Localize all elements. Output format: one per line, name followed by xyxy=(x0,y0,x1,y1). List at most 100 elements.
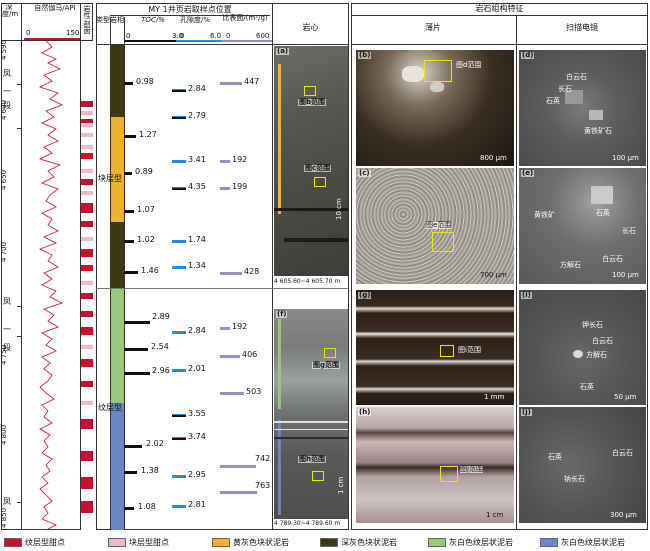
sem-i-label-dolomite: 白云石 xyxy=(592,337,613,345)
clay-bar xyxy=(220,327,230,330)
panel-label-f: (f) xyxy=(276,310,288,318)
clay-value: 406 xyxy=(242,350,258,359)
porosity-value: 2.84 xyxy=(188,84,206,93)
toc-bar xyxy=(124,372,150,375)
legend-label: 灰白色纹层状泥岩 xyxy=(561,538,625,547)
porosity-scale-line xyxy=(176,40,222,42)
toc-value: 2.54 xyxy=(151,342,169,351)
sem-j-label-albite: 钠长石 xyxy=(564,475,585,483)
sem-image-j xyxy=(519,407,646,523)
clay-bar xyxy=(220,355,240,358)
legend-label: 纹层型甜点 xyxy=(25,538,65,547)
toc-bar xyxy=(124,135,136,138)
porosity-bar xyxy=(172,240,186,243)
features-col-divider xyxy=(516,16,517,530)
header-bottom-line xyxy=(96,44,349,45)
legend-swatch xyxy=(4,538,22,547)
sem-j-label-quartz: 石英 xyxy=(548,453,562,461)
lithology-header: 岩性剖面 xyxy=(83,5,91,36)
sem-e-label-dolomite: 白云石 xyxy=(602,255,623,263)
legend-swatch xyxy=(540,538,558,547)
porosity-value: 2.79 xyxy=(188,111,206,120)
clay-bar xyxy=(220,272,242,275)
porosity-bar xyxy=(172,475,186,478)
facies-light-laminated xyxy=(111,289,124,403)
clay-bar xyxy=(220,82,242,85)
porosity-bar xyxy=(172,160,186,163)
toc-bar xyxy=(124,240,134,243)
toc-bar xyxy=(124,210,134,213)
thin-section-b xyxy=(356,50,514,166)
toc-bar xyxy=(124,471,137,474)
sem-grain xyxy=(591,186,613,204)
thin-g-box xyxy=(440,345,454,357)
porosity-bar xyxy=(172,89,186,92)
clay-value: 199 xyxy=(232,182,248,191)
features-header: 岩石组构特征 xyxy=(475,4,524,13)
col-header-porosity-min: 0 xyxy=(180,32,185,40)
samples-table-frame xyxy=(96,3,349,530)
legend-label: 黄灰色块状泥岩 xyxy=(233,538,289,547)
facies-blue-laminated xyxy=(111,403,124,530)
panel-label-i: (i) xyxy=(521,291,532,299)
clay-value: 428 xyxy=(244,267,260,276)
formation-label: 段 xyxy=(3,343,11,352)
legend-label: 深灰色块状泥岩 xyxy=(341,538,397,547)
sem-i-scale: 50 μm xyxy=(614,393,637,401)
core-a-box-b-label: 图b范围 xyxy=(298,98,327,106)
porosity-value: 4.35 xyxy=(188,182,206,191)
sem-i-label-kfeldspar: 钾长石 xyxy=(582,321,603,329)
formation-label: 一 xyxy=(3,87,11,96)
sem-e-label-quartz: 石英 xyxy=(596,209,610,217)
panel-label-b: (b) xyxy=(358,51,372,59)
clay-value: 742 xyxy=(255,454,271,463)
sem-d-label-feldspar: 长石 xyxy=(558,85,572,93)
core-photo-f xyxy=(274,309,348,519)
core-lamination xyxy=(274,429,348,430)
lith-col-divider xyxy=(80,3,81,530)
lithology-column xyxy=(81,41,93,530)
sem-e-label-pyrite: 黄铁矿 xyxy=(534,211,555,219)
sem-e-label-calcite: 方解石 xyxy=(560,261,581,269)
thin-b-scale: 800 μm xyxy=(480,154,507,162)
panel-label-e: (e) xyxy=(521,169,535,177)
legend-item: 灰白色纹层状泥岩 xyxy=(428,537,513,548)
depth-header: 深度/m xyxy=(2,3,19,19)
legend-label: 块层型甜点 xyxy=(129,538,169,547)
core-f-box-g xyxy=(324,348,336,358)
group-label-laminated: 纹层型 xyxy=(98,403,122,412)
porosity-value: 3.55 xyxy=(188,409,206,418)
legend-swatch xyxy=(212,538,230,547)
core-lamination xyxy=(274,437,348,439)
formation-label: 段 xyxy=(3,101,11,110)
col-divider xyxy=(110,17,111,530)
depth-col-divider xyxy=(21,3,22,530)
thin-g-box-label: 图i范围 xyxy=(458,346,481,354)
depth-tick-4590: 4 590 xyxy=(0,39,8,60)
thin-section-h xyxy=(356,407,514,523)
facies-dark-gray xyxy=(111,222,124,288)
core-f-depth: 4 789.30~4 789.60 m xyxy=(274,520,341,527)
legend-item: 黄灰色块状泥岩 xyxy=(212,537,289,548)
sem-image-i xyxy=(519,290,646,405)
legend-item: 深灰色块状泥岩 xyxy=(320,537,397,548)
col-header-lithofacies: 岩相 xyxy=(110,16,124,24)
thin-c-box-label: 图e范围 xyxy=(426,221,452,229)
thin-c-scale: 700 μm xyxy=(480,271,507,279)
thin-grain xyxy=(402,66,424,82)
toc-value: 0.98 xyxy=(136,77,154,86)
features-frame xyxy=(351,3,648,530)
toc-value: 1.27 xyxy=(139,130,157,139)
toc-value: 1.46 xyxy=(141,266,159,275)
porosity-bar xyxy=(172,266,186,269)
toc-value: 2.96 xyxy=(152,366,170,375)
toc-scale-line xyxy=(124,40,182,42)
gr-scale-max: 150 xyxy=(66,29,80,37)
core-f-box-h-label: 图h范围 xyxy=(298,455,326,463)
panel-label-h: (h) xyxy=(358,408,372,416)
depth-tick-mark xyxy=(17,128,21,129)
col-header-clay: 比表面/(m²/g) xyxy=(222,14,268,22)
col-header-core: 岩心 xyxy=(302,23,319,32)
core-a-box-b xyxy=(304,86,316,96)
header-divider xyxy=(1,40,93,41)
